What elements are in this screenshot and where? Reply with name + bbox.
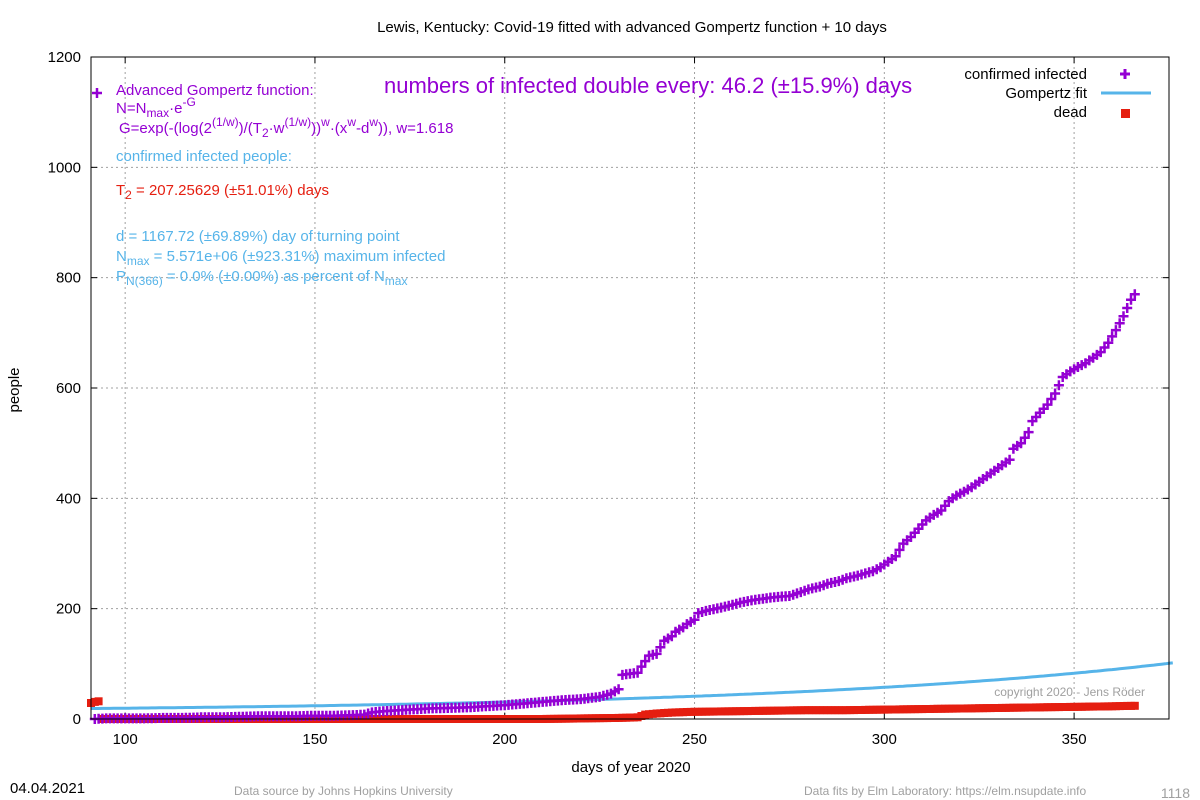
- confirmed-point: [1053, 380, 1064, 391]
- doubling-time: numbers of infected double every: 46.2 (…: [384, 73, 912, 98]
- confirmed-point: [1042, 399, 1053, 410]
- chart-title: Lewis, Kentucky: Covid-19 fitted with ad…: [377, 19, 887, 36]
- footer: 04.04.2021 Data source by Johns Hopkins …: [10, 780, 1190, 800]
- confirmed-point: [890, 551, 901, 562]
- y-tick-label: 0: [73, 711, 81, 728]
- d-line: d = 1167.72 (±69.89%) day of turning poi…: [116, 228, 400, 245]
- confirmed-point: [1023, 427, 1034, 438]
- confirmed-point: [894, 544, 905, 555]
- y-tick-label: 600: [56, 380, 81, 397]
- y-axis-label: people: [6, 367, 23, 412]
- confirmed-point: [655, 642, 666, 653]
- confirmed-point: [1126, 294, 1136, 305]
- confirmed-point: [1110, 325, 1121, 336]
- x-tick-label: 150: [302, 731, 327, 748]
- footer-source: Data source by Johns Hopkins University: [234, 784, 453, 798]
- x-tick-label: 350: [1062, 731, 1087, 748]
- nmax-line: Nmax = 5.571e+06 (±923.31%) maximum infe…: [116, 248, 445, 268]
- legend-marker-dead: [1121, 109, 1130, 118]
- confirmed-point: [636, 661, 647, 672]
- legend-marker-confirmed: [1120, 69, 1130, 79]
- footer-fits: Data fits by Elm Laboratory: https://elm…: [804, 784, 1086, 798]
- legend-label-confirmed: confirmed infected: [964, 66, 1087, 83]
- y-axis-ticks: 0 200 400 600 800 1000 1200: [48, 49, 1169, 728]
- confirmed-point: [613, 684, 624, 695]
- confirmed-header: confirmed infected people:: [116, 148, 292, 165]
- confirmed-point: [1004, 454, 1015, 465]
- legend-label-fit: Gompertz fit: [1005, 85, 1088, 102]
- y-tick-label: 400: [56, 490, 81, 507]
- confirmed-point: [1050, 388, 1061, 399]
- x-tick-label: 250: [682, 731, 707, 748]
- plot-border: [90, 56, 1170, 720]
- legend: confirmed infected Gompertz fit dead: [964, 66, 1151, 121]
- formula-n: N=Nmax·e-G: [116, 95, 196, 120]
- confirmed-point: [1103, 337, 1114, 348]
- p-line: PN(366) = 0.0% (±0.00%) as percent of Nm…: [116, 268, 407, 288]
- x-axis-label: days of year 2020: [571, 759, 690, 776]
- t2-line: T2 = 207.25629 (±51.01%) days: [116, 182, 329, 202]
- gompertz-fit-line: [91, 661, 1173, 710]
- footer-page-number: 1118: [1161, 785, 1190, 800]
- confirmed-point: [1016, 438, 1026, 449]
- annotations: Advanced Gompertz function: N=Nmax·e-G G…: [116, 73, 1145, 699]
- legend-label-dead: dead: [1054, 104, 1087, 121]
- confirmed-point: [1118, 311, 1129, 322]
- y-tick-label: 800: [56, 270, 81, 287]
- confirmed-point: [1122, 303, 1133, 313]
- confirmed-point: [651, 648, 662, 659]
- footer-date: 04.04.2021: [10, 780, 85, 797]
- confirmed-point: [640, 656, 651, 667]
- dead-point: [1130, 701, 1139, 710]
- annotation-marker: [92, 88, 102, 98]
- copyright: copyright 2020 - Jens Röder: [994, 685, 1145, 699]
- dead-point: [94, 697, 103, 706]
- x-axis-ticks: 100 150 200 250 300 350: [113, 57, 1087, 748]
- y-tick-label: 1000: [48, 159, 81, 176]
- confirmed-point: [1114, 318, 1125, 329]
- confirmed-point: [1046, 394, 1057, 404]
- confirmed-point: [1129, 289, 1140, 300]
- x-tick-label: 300: [872, 731, 897, 748]
- x-tick-label: 100: [113, 731, 138, 748]
- confirmed-point: [1107, 331, 1118, 342]
- x-tick-label: 200: [492, 731, 517, 748]
- formula-g: G=exp(-(log(2(1/w))/(T2·w(1/w)))w·(xw-dw…: [119, 115, 453, 140]
- grid: [91, 57, 1169, 719]
- y-tick-label: 1200: [48, 49, 81, 66]
- formula-title: Advanced Gompertz function:: [116, 82, 314, 99]
- confirmed-point: [1019, 432, 1030, 443]
- confirmed-point: [689, 614, 700, 625]
- confirmed-point: [632, 667, 643, 678]
- y-tick-label: 200: [56, 601, 81, 618]
